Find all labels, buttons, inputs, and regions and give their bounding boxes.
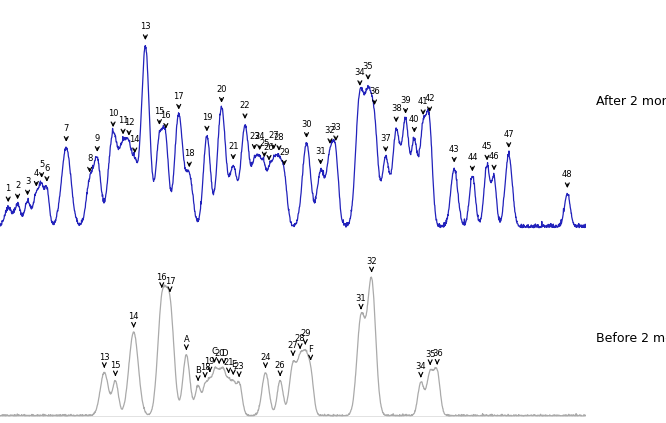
Text: 5: 5	[39, 160, 44, 169]
Text: 44: 44	[467, 154, 478, 162]
Text: 15: 15	[110, 361, 121, 370]
Text: 16: 16	[161, 111, 171, 120]
Text: 29: 29	[300, 330, 310, 338]
Text: 47: 47	[503, 130, 514, 139]
Text: D: D	[220, 349, 227, 357]
Text: 23: 23	[234, 362, 244, 371]
Text: 19: 19	[202, 113, 212, 122]
Text: 40: 40	[409, 115, 420, 124]
Text: 20: 20	[216, 85, 227, 93]
Text: 19: 19	[204, 357, 215, 366]
Text: 37: 37	[380, 134, 391, 143]
Text: 8: 8	[87, 154, 93, 163]
Text: After 2 months: After 2 months	[596, 95, 666, 108]
Text: 17: 17	[173, 91, 184, 101]
Text: 24: 24	[260, 353, 271, 362]
Text: 34: 34	[354, 68, 365, 77]
Text: 38: 38	[391, 104, 402, 113]
Text: 14: 14	[130, 135, 140, 144]
Text: 28: 28	[295, 334, 306, 343]
Text: 45: 45	[482, 143, 492, 151]
Text: 4: 4	[34, 169, 39, 178]
Text: 33: 33	[330, 123, 341, 132]
Text: 21: 21	[223, 358, 234, 367]
Text: C: C	[212, 347, 217, 357]
Text: 2: 2	[15, 181, 20, 190]
Text: 3: 3	[25, 177, 30, 187]
Text: 29: 29	[279, 148, 290, 157]
Text: 46: 46	[489, 152, 500, 162]
Text: 1: 1	[5, 184, 11, 193]
Text: 27: 27	[288, 341, 298, 350]
Text: 13: 13	[140, 22, 151, 31]
Text: 13: 13	[99, 353, 110, 362]
Text: F: F	[308, 345, 313, 354]
Text: 26: 26	[275, 361, 286, 370]
Text: 35: 35	[425, 350, 436, 359]
Text: 27: 27	[268, 132, 279, 140]
Text: Before 2 months: Before 2 months	[596, 332, 666, 345]
Text: 31: 31	[356, 294, 366, 303]
Text: E: E	[230, 360, 236, 369]
Text: 17: 17	[165, 277, 175, 286]
Text: 21: 21	[228, 142, 238, 151]
Text: 48: 48	[562, 170, 573, 179]
Text: 14: 14	[129, 313, 139, 321]
Text: 7: 7	[63, 124, 69, 133]
Text: 25: 25	[259, 139, 270, 148]
Text: 12: 12	[124, 118, 134, 126]
Text: A: A	[184, 335, 189, 344]
Text: 36: 36	[369, 87, 380, 96]
Text: 16: 16	[157, 273, 167, 282]
Text: 42: 42	[424, 94, 435, 103]
Text: 28: 28	[274, 133, 284, 142]
Text: 41: 41	[418, 97, 428, 106]
Text: 35: 35	[363, 62, 374, 71]
Text: B: B	[195, 366, 201, 375]
Text: 15: 15	[154, 107, 165, 116]
Text: 31: 31	[315, 147, 326, 156]
Text: 6: 6	[44, 164, 49, 173]
Text: 10: 10	[108, 109, 119, 118]
Text: 20: 20	[214, 349, 224, 358]
Text: 22: 22	[240, 101, 250, 110]
Text: 18: 18	[200, 363, 210, 371]
Text: 11: 11	[118, 116, 129, 125]
Text: 36: 36	[432, 349, 443, 358]
Text: 18: 18	[184, 149, 194, 158]
Text: 43: 43	[449, 145, 460, 154]
Text: 30: 30	[301, 120, 312, 129]
Text: 9: 9	[95, 134, 100, 143]
Text: 24: 24	[254, 132, 265, 141]
Text: 23: 23	[249, 132, 260, 141]
Text: 39: 39	[400, 96, 411, 104]
Text: 26: 26	[264, 143, 274, 151]
Text: 34: 34	[416, 363, 426, 371]
Text: 32: 32	[324, 126, 335, 135]
Text: 32: 32	[366, 257, 377, 266]
